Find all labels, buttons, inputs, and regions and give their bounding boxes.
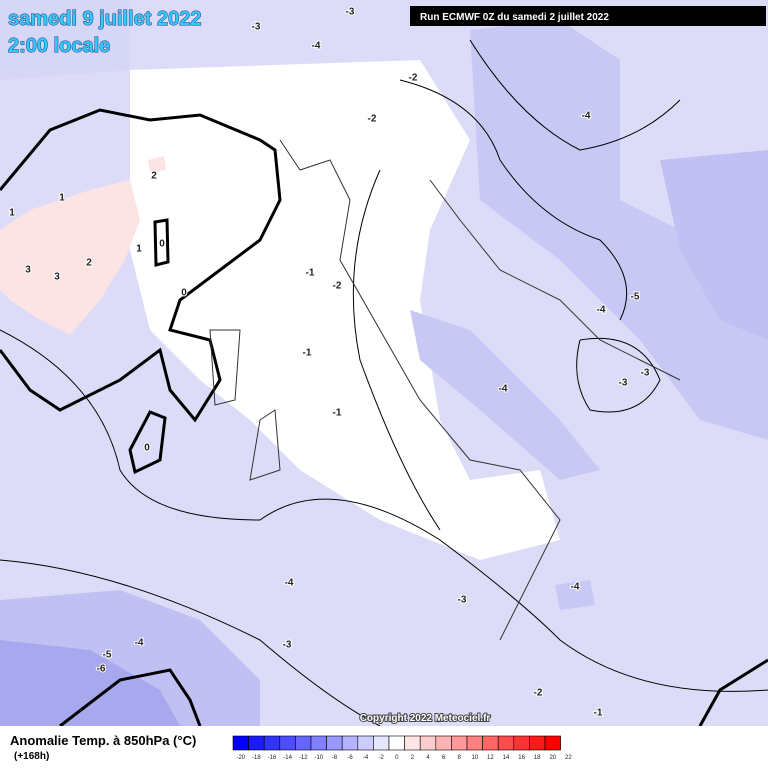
colorbar-swatch [388,735,405,751]
colorbar-swatch [341,735,359,751]
contour-label: -4 [312,41,321,52]
footer-title: Anomalie Temp. à 850hPa (°C) [10,733,196,748]
run-info: Run ECMWF 0Z du samedi 2 juillet 2022 [420,12,609,23]
colorbar-tick-label: -8 [332,755,338,761]
colorbar-tick-label: -12 [299,755,308,761]
contour-label: 0 [159,239,165,250]
colorbar-tick-label: -2 [379,755,385,761]
colorbar-tick-label: -4 [363,755,369,761]
colorbar-tick-label: -20 [236,755,245,761]
contour-label: -3 [346,7,355,18]
contour-label: 2 [151,171,157,182]
colorbar-swatch [466,735,483,751]
contour-label: 1 [9,208,15,219]
colorbar-swatch [248,735,265,751]
contour-label: 0 [181,288,187,299]
contour-label: -3 [252,22,261,33]
contour-label: -1 [333,408,342,419]
contour-label: -1 [306,268,315,279]
contour-label: 3 [25,265,31,276]
time-title: 2:00 locale [8,35,110,57]
colorbar-swatch [435,735,452,751]
contour-label: -3 [283,640,292,651]
contour-label: -3 [619,378,628,389]
contour-label: -6 [97,664,106,675]
colorbar-swatch [373,735,390,751]
colorbar-swatch [263,735,281,751]
colorbar-swatch [482,735,499,751]
colorbar-tick-label: -10 [314,755,323,761]
colorbar-swatch [232,735,249,751]
colorbar-swatch [404,735,421,751]
colorbar-swatch [326,735,343,751]
colorbar-tick-label: -18 [252,755,261,761]
colorbar-tick-label: -6 [347,755,353,761]
contour-label: 2 [86,258,92,269]
colorbar-swatch [419,735,437,751]
colorbar-swatch [357,735,374,751]
colorbar-swatch [513,735,530,751]
colorbar-tick-label: 12 [487,755,494,761]
run-box [410,6,766,26]
copyright: Copyright 2022 Meteociel.fr [360,713,491,724]
colorbar-tick-label: -16 [268,755,277,761]
contour-label: -4 [597,305,606,316]
contour-label: -1 [594,708,603,719]
colorbar-tick-label: -14 [283,755,292,761]
contour-label: -4 [499,384,508,395]
contour-label: -3 [458,595,467,606]
colorbar-tick-label: 16 [518,755,525,761]
contour-label: -2 [333,281,342,292]
colorbar-tick-label: 20 [549,755,556,761]
date-title: samedi 9 juillet 2022 [8,8,201,30]
contour-label: 1 [59,193,65,204]
contour-label: -2 [368,114,377,125]
colorbar-tick-label: 8 [458,755,462,761]
contour-label: -3 [641,368,650,379]
contour-label: -1 [303,348,312,359]
colorbar-swatch [279,735,296,751]
contour-label: -5 [103,650,112,661]
colorbar-tick-label: 2 [411,755,415,761]
colorbar-swatch [497,735,515,751]
colorbar-tick-label: 0 [395,755,399,761]
colorbar-swatch [295,735,312,751]
colorbar-tick-label: 22 [565,755,572,761]
colorbar-swatch [451,735,468,751]
colorbar-tick-label: 4 [426,755,430,761]
colorbar-tick-label: 6 [442,755,446,761]
colorbar-swatch [544,735,561,751]
footer-lead: (+168h) [14,751,49,762]
contour-label: -2 [409,73,418,84]
contour-label: -4 [571,582,580,593]
contour-label: -5 [631,292,640,303]
contour-label: 3 [54,272,60,283]
contour-label: -2 [534,688,543,699]
colorbar-swatch [529,735,546,751]
contour-label: 0 [144,443,150,454]
contour-labels: -3 -3 -4 -2 -2 -4 2 1 1 0 1 3 3 2 0 -1 -… [8,6,651,720]
contour-label: 1 [136,244,142,255]
contour-label: -4 [135,638,144,649]
colorbar: -20 -18 -16 -14 -12 -10 -8 -6 -4 -2 0 2 4 6 8 10 12 14 16 1… [232,735,572,761]
contour-label: -4 [285,578,294,589]
colorbar-tick-label: 14 [503,755,510,761]
colorbar-tick-label: 18 [534,755,541,761]
colorbar-tick-label: 10 [471,755,478,761]
contour-label: -4 [582,111,591,122]
map-field [0,0,768,728]
colorbar-swatch [310,735,327,751]
